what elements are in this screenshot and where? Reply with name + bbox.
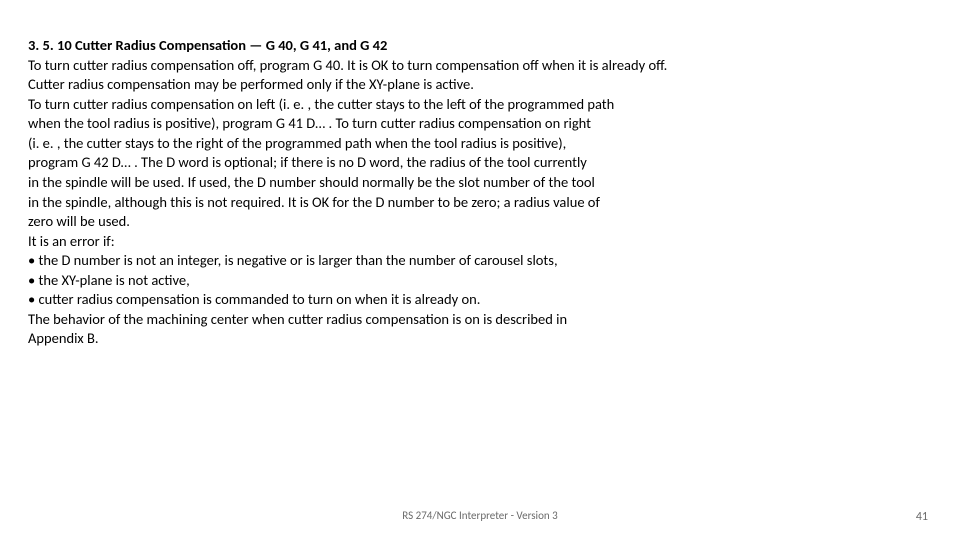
body-line-6: in the spindle will be used. If used, th… (28, 173, 932, 193)
body-line-4: (i. e. , the cutter stays to the right o… (28, 134, 932, 154)
body-line-13: The behavior of the machining center whe… (28, 310, 932, 330)
body-line-10: • the D number is not an integer, is neg… (28, 251, 932, 271)
page-number: 41 (916, 510, 928, 524)
body-line-12: • cutter radius compensation is commande… (28, 290, 932, 310)
body-line-2: To turn cutter radius compensation on le… (28, 95, 932, 115)
body-line-1: Cutter radius compensation may be perfor… (28, 75, 932, 95)
body-line-5: program G 42 D… . The D word is optional… (28, 153, 932, 173)
document-page: 3. 5. 10 Cutter Radius Compensation — G … (0, 0, 960, 540)
body-line-0: To turn cutter radius compensation off, … (28, 56, 932, 76)
body-line-7: in the spindle, although this is not req… (28, 193, 932, 213)
body-line-9: It is an error if: (28, 232, 932, 252)
body-line-3: when the tool radius is positive), progr… (28, 114, 932, 134)
body-line-11: • the XY-plane is not active, (28, 271, 932, 291)
footer-center-text: RS 274/NGC Interpreter - Version 3 (0, 509, 960, 522)
section-heading: 3. 5. 10 Cutter Radius Compensation — G … (28, 36, 932, 56)
body-line-8: zero will be used. (28, 212, 932, 232)
body-line-14: Appendix B. (28, 329, 932, 349)
